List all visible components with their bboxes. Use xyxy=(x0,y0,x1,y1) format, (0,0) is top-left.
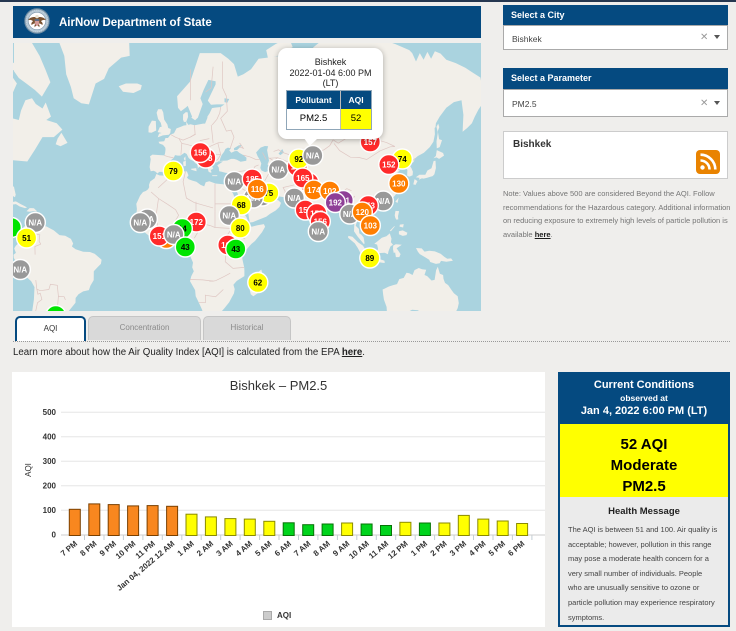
svg-text:5 PM: 5 PM xyxy=(487,539,507,558)
svg-text:130: 130 xyxy=(392,179,406,188)
svg-text:6 PM: 6 PM xyxy=(506,539,526,558)
svg-text:185: 185 xyxy=(246,175,260,184)
svg-text:62: 62 xyxy=(253,278,262,287)
svg-text:43: 43 xyxy=(181,243,190,252)
svg-text:103: 103 xyxy=(364,221,378,230)
svg-text:4 PM: 4 PM xyxy=(467,539,487,558)
svg-text:N/A: N/A xyxy=(311,227,325,236)
svg-text:500: 500 xyxy=(43,408,57,417)
svg-text:152: 152 xyxy=(382,160,396,169)
svg-text:8 PM: 8 PM xyxy=(78,539,98,558)
svg-text:12 PM: 12 PM xyxy=(386,539,410,561)
svg-text:2 PM: 2 PM xyxy=(429,539,449,558)
svg-text:0: 0 xyxy=(52,531,57,540)
svg-text:1 AM: 1 AM xyxy=(176,539,196,558)
svg-text:157: 157 xyxy=(299,206,313,215)
svg-text:11 AM: 11 AM xyxy=(367,539,391,561)
svg-text:151: 151 xyxy=(153,232,167,241)
svg-text:N/A: N/A xyxy=(133,218,147,227)
svg-text:10 PM: 10 PM xyxy=(114,539,138,561)
svg-text:5 AM: 5 AM xyxy=(253,539,273,558)
svg-text:80: 80 xyxy=(236,224,245,233)
svg-text:AQI: AQI xyxy=(24,463,33,477)
svg-text:4 AM: 4 AM xyxy=(234,539,254,558)
svg-text:68: 68 xyxy=(237,201,246,210)
svg-text:N/A: N/A xyxy=(13,265,27,274)
svg-text:N/A: N/A xyxy=(227,177,241,186)
svg-text:156: 156 xyxy=(194,148,208,157)
svg-text:N/A: N/A xyxy=(271,165,285,174)
svg-text:N/A: N/A xyxy=(343,210,357,219)
svg-text:74: 74 xyxy=(398,155,407,164)
svg-text:N/A: N/A xyxy=(287,194,301,203)
svg-text:172: 172 xyxy=(190,218,204,227)
svg-text:89: 89 xyxy=(365,254,374,263)
svg-text:165: 165 xyxy=(296,174,310,183)
svg-text:200: 200 xyxy=(43,482,57,491)
svg-text:51: 51 xyxy=(22,234,31,243)
svg-text:10 AM: 10 AM xyxy=(347,539,371,561)
svg-text:100: 100 xyxy=(43,506,57,515)
svg-text:6 AM: 6 AM xyxy=(273,539,293,558)
svg-text:N/A: N/A xyxy=(306,151,320,160)
svg-text:300: 300 xyxy=(43,457,57,466)
svg-text:N/A: N/A xyxy=(167,230,181,239)
svg-text:N/A: N/A xyxy=(376,197,390,206)
svg-text:N/A: N/A xyxy=(222,211,236,220)
svg-text:92: 92 xyxy=(294,155,303,164)
svg-text:N/A: N/A xyxy=(28,218,42,227)
svg-text:43: 43 xyxy=(231,245,240,254)
svg-text:75: 75 xyxy=(264,189,273,198)
svg-text:174: 174 xyxy=(307,186,321,195)
svg-text:157: 157 xyxy=(364,138,378,147)
svg-text:3 AM: 3 AM xyxy=(214,539,234,558)
svg-text:2 AM: 2 AM xyxy=(195,539,215,558)
svg-text:1 PM: 1 PM xyxy=(409,539,429,558)
svg-text:7 PM: 7 PM xyxy=(59,539,79,558)
svg-text:116: 116 xyxy=(251,185,264,194)
svg-text:400: 400 xyxy=(43,433,57,442)
svg-text:3 PM: 3 PM xyxy=(448,539,468,558)
svg-text:120: 120 xyxy=(356,208,370,217)
svg-text:79: 79 xyxy=(169,167,178,176)
svg-text:102: 102 xyxy=(323,187,337,196)
svg-text:7 AM: 7 AM xyxy=(292,539,312,558)
svg-text:192: 192 xyxy=(329,198,343,207)
svg-text:8 AM: 8 AM xyxy=(312,539,332,558)
